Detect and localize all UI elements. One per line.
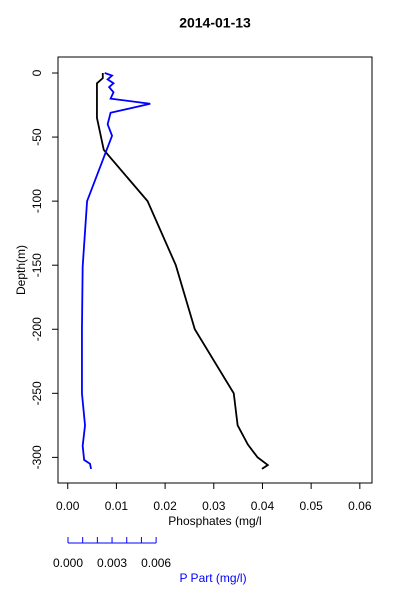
x-tick-label: 0.05 [299,499,323,513]
y-tick-label: 0 [30,69,44,76]
x2-tick-label: 0.000 [53,556,83,570]
y-tick-label: -200 [30,317,44,341]
series-line [81,72,151,470]
x-tick-label: 0.04 [251,499,275,513]
y-tick-label: -250 [30,381,44,405]
plot-frame [57,56,373,484]
x-axis-label: Phosphates (mg/l [168,514,261,528]
x-tick-label: 0.01 [105,499,129,513]
x2-axis-label: P Part (mg/l) [179,571,246,585]
x-tick-label: 0.02 [153,499,177,513]
x2-tick-label: 0.003 [97,556,127,570]
y-axis-label: Depth(m) [14,245,28,295]
x-tick-label: 0.03 [202,499,226,513]
y-tick-label: -100 [30,189,44,213]
y-tick-label: -300 [30,445,44,469]
x2-tick-label: 0.006 [141,556,171,570]
x-tick-label: 0.06 [348,499,372,513]
chart-title: 2014-01-13 [179,15,251,31]
series-line [96,73,270,470]
y-tick-label: -150 [30,253,44,277]
y-tick-label: -50 [30,128,44,146]
x-tick-label: 0.00 [56,499,80,513]
